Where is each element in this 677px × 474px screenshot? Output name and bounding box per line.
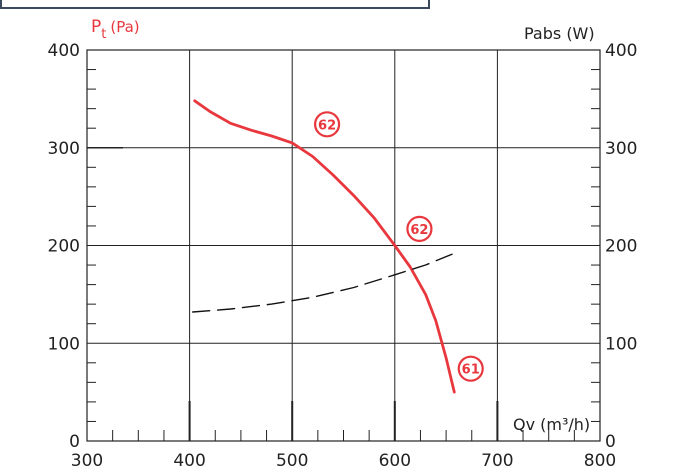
- y-right-tick-label: 300: [605, 139, 637, 159]
- y-right-tick-label: 200: [605, 237, 637, 257]
- pressure-curve: [193, 99, 456, 394]
- tick-labels: 300 400 500 600 700 8000100200300400010020030…: [48, 41, 638, 471]
- y-left-label-sub: t: [101, 27, 106, 42]
- y-left-axis-title: Pt (Pa): [91, 17, 140, 42]
- y-left-tick-label: 0: [69, 432, 80, 452]
- power-curve: [192, 252, 455, 313]
- curve-label-badge: 62: [313, 111, 341, 138]
- header-bar: [0, 0, 430, 9]
- badge-label: 62: [410, 223, 428, 238]
- x-tick-label: 300: [71, 451, 103, 471]
- badge-circle: [406, 215, 433, 242]
- curve-label-badge: 62: [406, 215, 433, 242]
- x-tick-label: 600: [379, 451, 411, 471]
- y-left-label-main: P: [91, 17, 101, 37]
- x-tick-label: 400: [173, 451, 205, 471]
- y-right-tick-label: 100: [605, 334, 637, 354]
- y-left-tick-label: 300: [48, 139, 80, 159]
- badge-circle: [313, 111, 341, 138]
- y-left-tick-label: 100: [48, 334, 80, 354]
- x-tick-label: 800: [584, 451, 616, 471]
- y-left-tick-label: 200: [48, 237, 80, 257]
- grid: [86, 49, 601, 442]
- curve-label-badge: 61: [457, 355, 484, 382]
- badge-label: 61: [462, 363, 480, 378]
- minor-ticks: [87, 69, 600, 441]
- y-right-tick-label: 400: [605, 41, 637, 61]
- y-left-label-unit: (Pa): [110, 18, 139, 36]
- x-tick-label: 700: [481, 451, 513, 471]
- x-tick-label: 500: [276, 451, 308, 471]
- y-right-axis-title: Pabs (W): [524, 24, 595, 43]
- badge-circle: [457, 355, 484, 382]
- x-axis-title: Qv (m³/h): [513, 415, 590, 434]
- badge-label: 62: [318, 118, 336, 133]
- annotations: 62 62 61: [313, 111, 484, 382]
- y-left-tick-label: 400: [48, 41, 80, 61]
- y-right-tick-label: 0: [605, 432, 616, 452]
- series: [192, 99, 456, 394]
